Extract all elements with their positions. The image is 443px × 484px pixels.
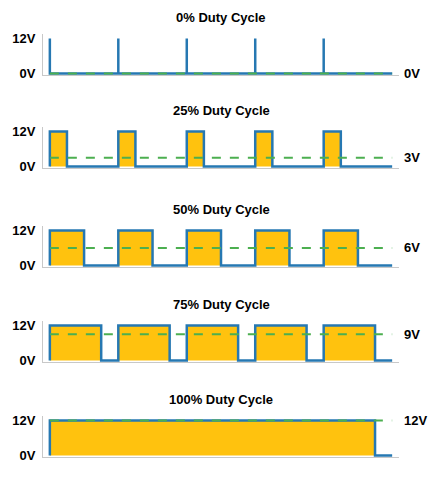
svg-text:0V: 0V bbox=[19, 353, 35, 368]
svg-text:9V: 9V bbox=[404, 327, 420, 342]
svg-text:0% Duty Cycle: 0% Duty Cycle bbox=[176, 10, 266, 25]
svg-text:0V: 0V bbox=[19, 448, 35, 463]
svg-text:0V: 0V bbox=[19, 258, 35, 273]
svg-text:6V: 6V bbox=[404, 240, 420, 255]
svg-text:12V: 12V bbox=[12, 124, 35, 139]
svg-text:75% Duty Cycle: 75% Duty Cycle bbox=[173, 297, 270, 312]
svg-text:12V: 12V bbox=[12, 31, 35, 46]
svg-text:100% Duty Cycle: 100% Duty Cycle bbox=[169, 392, 273, 407]
svg-text:12V: 12V bbox=[404, 413, 427, 428]
svg-text:12V: 12V bbox=[12, 318, 35, 333]
svg-text:0V: 0V bbox=[19, 159, 35, 174]
svg-text:3V: 3V bbox=[404, 150, 420, 165]
svg-text:12V: 12V bbox=[12, 413, 35, 428]
svg-text:25% Duty Cycle: 25% Duty Cycle bbox=[173, 103, 270, 118]
svg-text:0V: 0V bbox=[19, 66, 35, 81]
svg-text:0V: 0V bbox=[404, 66, 420, 81]
svg-text:12V: 12V bbox=[12, 223, 35, 238]
svg-text:50% Duty Cycle: 50% Duty Cycle bbox=[173, 202, 270, 217]
